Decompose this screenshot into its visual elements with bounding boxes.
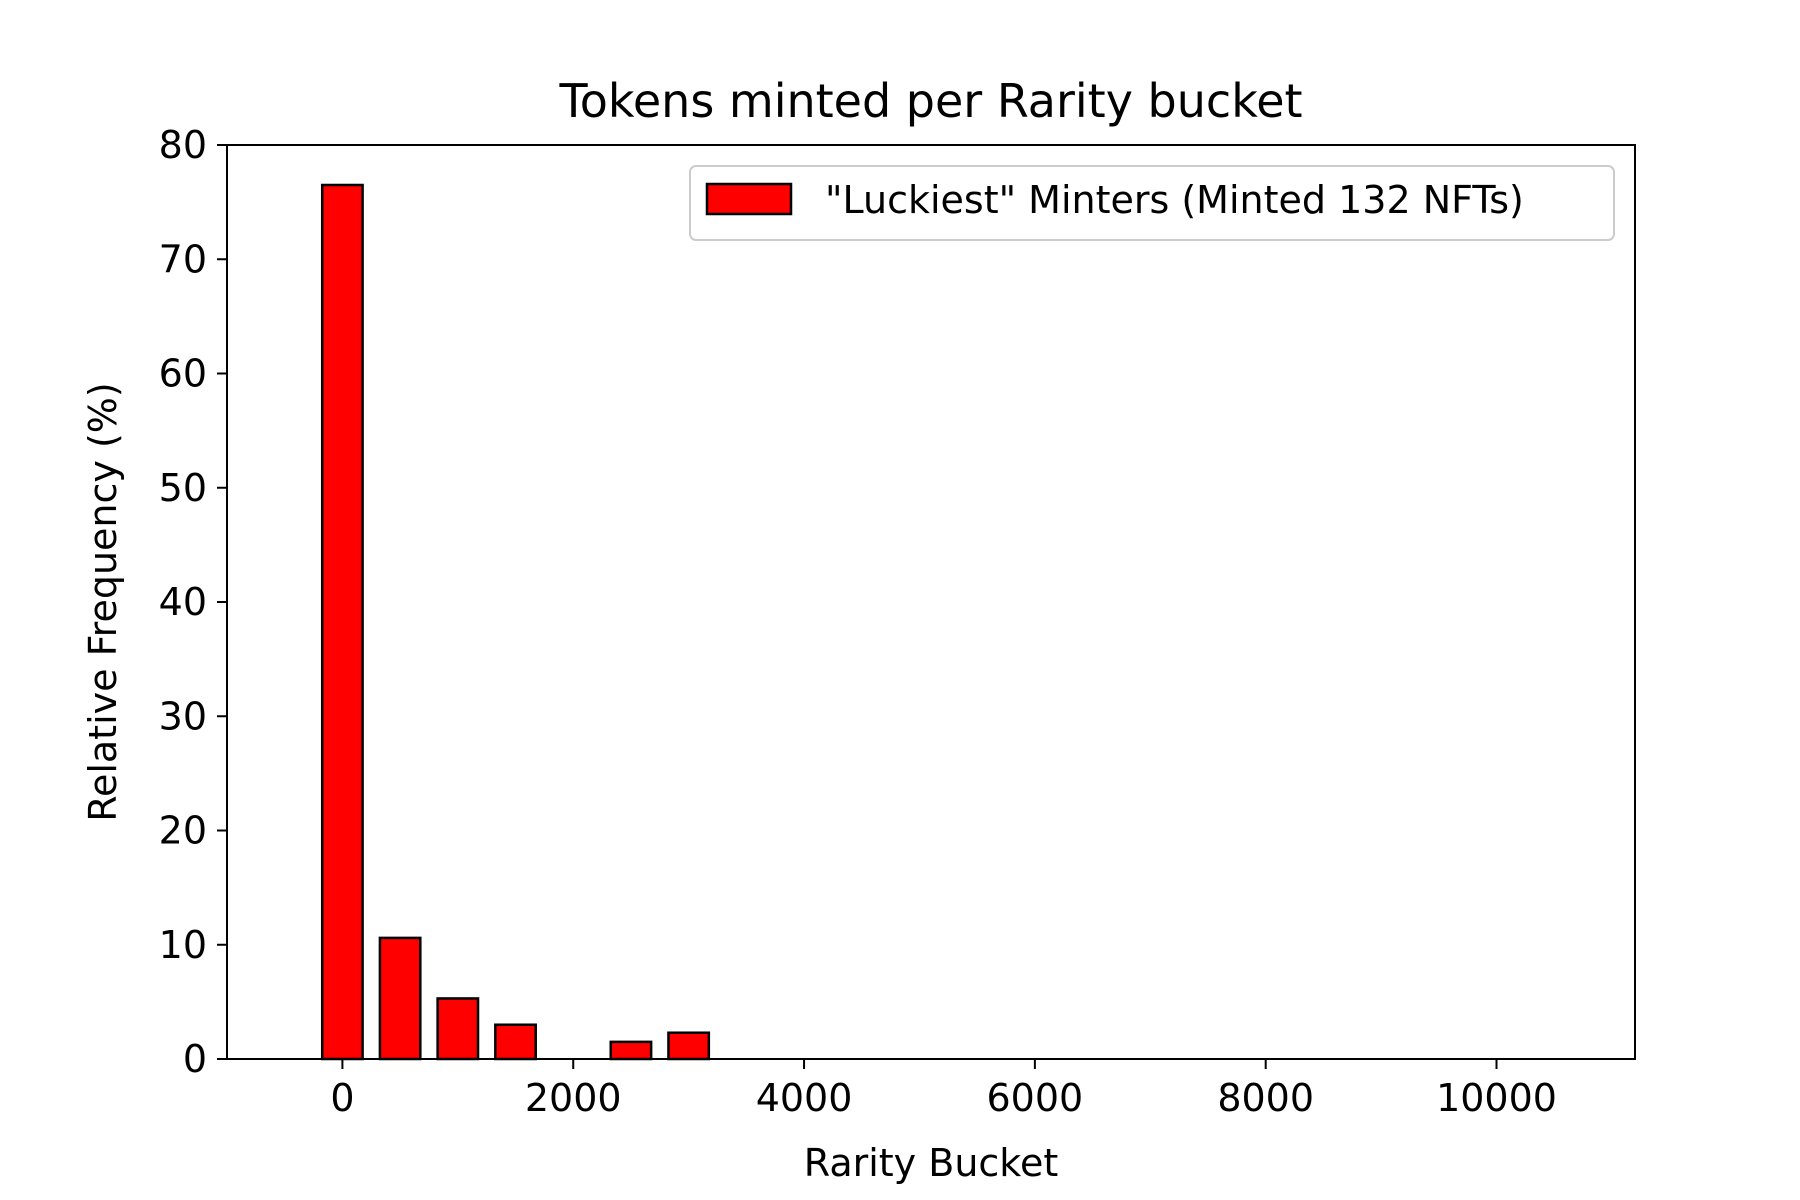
x-tick-label: 4000: [756, 1076, 853, 1120]
y-tick-label: 50: [159, 466, 207, 510]
chart-title: Tokens minted per Rarity bucket: [558, 74, 1302, 128]
legend: "Luckiest" Minters (Minted 132 NFTs): [689, 165, 1615, 241]
bar-0: [320, 183, 364, 1061]
x-tick-label: 8000: [1217, 1076, 1314, 1120]
x-tick-label: 0: [330, 1076, 354, 1120]
y-tick-label: 60: [159, 352, 207, 396]
legend-label: "Luckiest" Minters (Minted 132 NFTs): [825, 178, 1524, 222]
y-axis-ticks: 0 10 20 30 40 50 60 70 80: [159, 123, 227, 1081]
plot-frame: [226, 144, 1636, 1060]
x-axis-ticks: 0 2000 4000 6000 8000 10000: [330, 1059, 1557, 1120]
y-tick-label: 70: [159, 237, 207, 281]
x-tick-label: 10000: [1436, 1076, 1557, 1120]
bar-1000: [436, 997, 480, 1061]
bar-2500: [609, 1040, 653, 1061]
bar-500: [378, 936, 422, 1061]
y-tick-label: 20: [159, 809, 207, 853]
legend-swatch: [705, 182, 793, 216]
y-tick-label: 30: [159, 694, 207, 738]
x-axis-label: Rarity Bucket: [804, 1141, 1058, 1185]
bar-3000: [667, 1031, 711, 1061]
x-tick-label: 6000: [987, 1076, 1084, 1120]
y-tick-label: 0: [183, 1037, 207, 1081]
y-tick-label: 10: [159, 923, 207, 967]
y-tick-label: 80: [159, 123, 207, 167]
y-tick-label: 40: [159, 580, 207, 624]
y-axis-label: Relative Frequency (%): [81, 382, 125, 821]
legend-frame: [689, 165, 1615, 241]
x-tick-label: 2000: [525, 1076, 622, 1120]
bars-layer: [320, 183, 711, 1061]
bar-1500: [494, 1023, 537, 1061]
